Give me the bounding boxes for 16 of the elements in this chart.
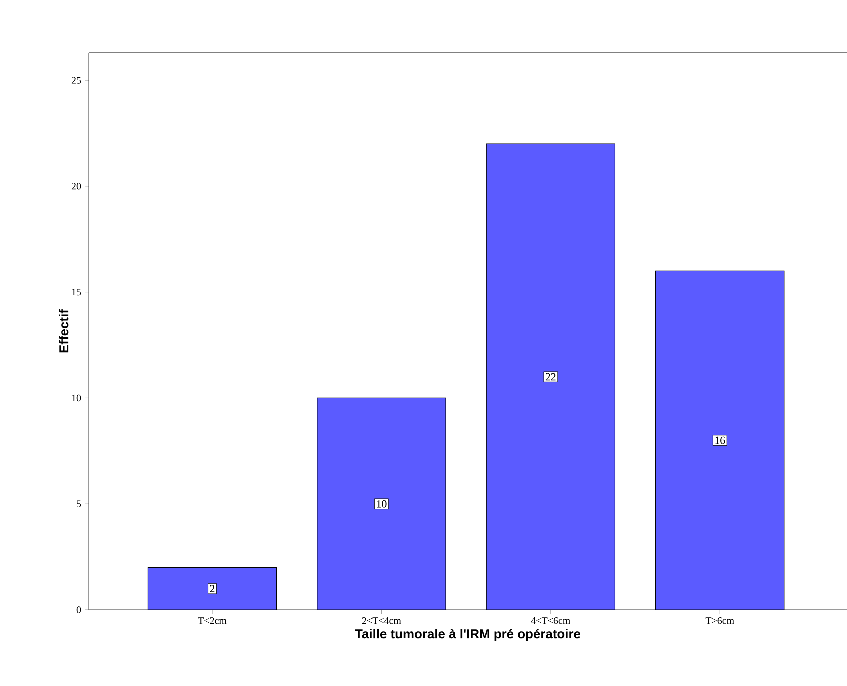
y-tick-label: 0 <box>76 606 82 614</box>
y-tick-label: 5 <box>77 500 82 508</box>
data-label: 2 <box>210 585 215 592</box>
y-tick-label: 10 <box>72 394 82 402</box>
x-tick-label: 4<T<6cm <box>531 618 570 624</box>
y-tick-label: 15 <box>72 288 82 296</box>
x-tick-label: 2<T<4cm <box>362 618 402 624</box>
x-tick-label: T<2cm <box>198 618 227 624</box>
y-axis-title: Effectif <box>59 310 69 353</box>
data-label: 10 <box>377 500 387 508</box>
x-axis-title: Taille tumorale à l'IRM pré opératoire <box>355 629 581 642</box>
y-tick-label: 25 <box>72 77 82 84</box>
x-tick-label: T>6cm <box>706 618 734 624</box>
y-tick-label: 20 <box>72 183 82 190</box>
data-label: 16 <box>716 436 726 444</box>
data-label: 22 <box>546 373 556 381</box>
